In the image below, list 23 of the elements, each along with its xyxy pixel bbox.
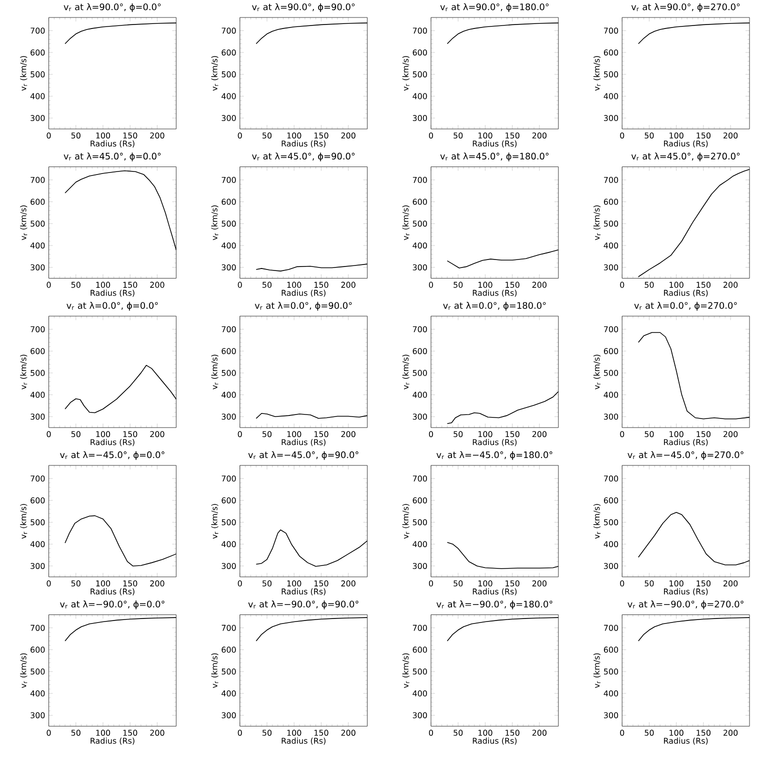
chart-title: v$_{r}$ at λ=0.0°, ϕ=180.0° — [442, 302, 546, 311]
chart-title: v$_{r}$ at λ=−45.0°, ϕ=270.0° — [627, 451, 744, 460]
chart-title: v$_{r}$ at λ=−45.0°, ϕ=180.0° — [436, 451, 552, 460]
line-series — [446, 617, 558, 642]
chart-title: v$_{r}$ at λ=0.0°, ϕ=270.0° — [634, 302, 737, 311]
chart-title: v$_{r}$ at λ=−45.0°, ϕ=0.0° — [60, 451, 164, 460]
chart-title: v$_{r}$ at λ=45.0°, ϕ=180.0° — [440, 152, 548, 162]
chart-title: v$_{r}$ at λ=−45.0°, ϕ=90.0° — [248, 451, 358, 460]
line-series — [256, 617, 368, 642]
chart-title: v$_{r}$ at λ=−90.0°, ϕ=270.0° — [627, 600, 744, 610]
chart-title: v$_{r}$ at λ=90.0°, ϕ=180.0° — [440, 3, 548, 12]
chart-title: v$_{r}$ at λ=−90.0°, ϕ=0.0° — [60, 600, 164, 610]
chart-title: v$_{r}$ at λ=−90.0°, ϕ=180.0° — [436, 600, 552, 610]
line-series — [256, 264, 368, 272]
chart-title: v$_{r}$ at λ=45.0°, ϕ=270.0° — [631, 152, 740, 162]
chart-title: v$_{r}$ at λ=0.0°, ϕ=90.0° — [254, 302, 352, 311]
chart-title: v$_{r}$ at λ=90.0°, ϕ=270.0° — [631, 3, 740, 12]
chart-title: v$_{r}$ at λ=45.0°, ϕ=0.0° — [64, 152, 160, 162]
chart-title: v$_{r}$ at λ=45.0°, ϕ=90.0° — [252, 152, 354, 162]
chart-title: v$_{r}$ at λ=90.0°, ϕ=0.0° — [64, 3, 160, 12]
chart-title: v$_{r}$ at λ=90.0°, ϕ=90.0° — [252, 3, 354, 12]
chart-title: v$_{r}$ at λ=−90.0°, ϕ=90.0° — [248, 600, 358, 610]
chart-title: v$_{r}$ at λ=0.0°, ϕ=0.0° — [66, 302, 158, 311]
